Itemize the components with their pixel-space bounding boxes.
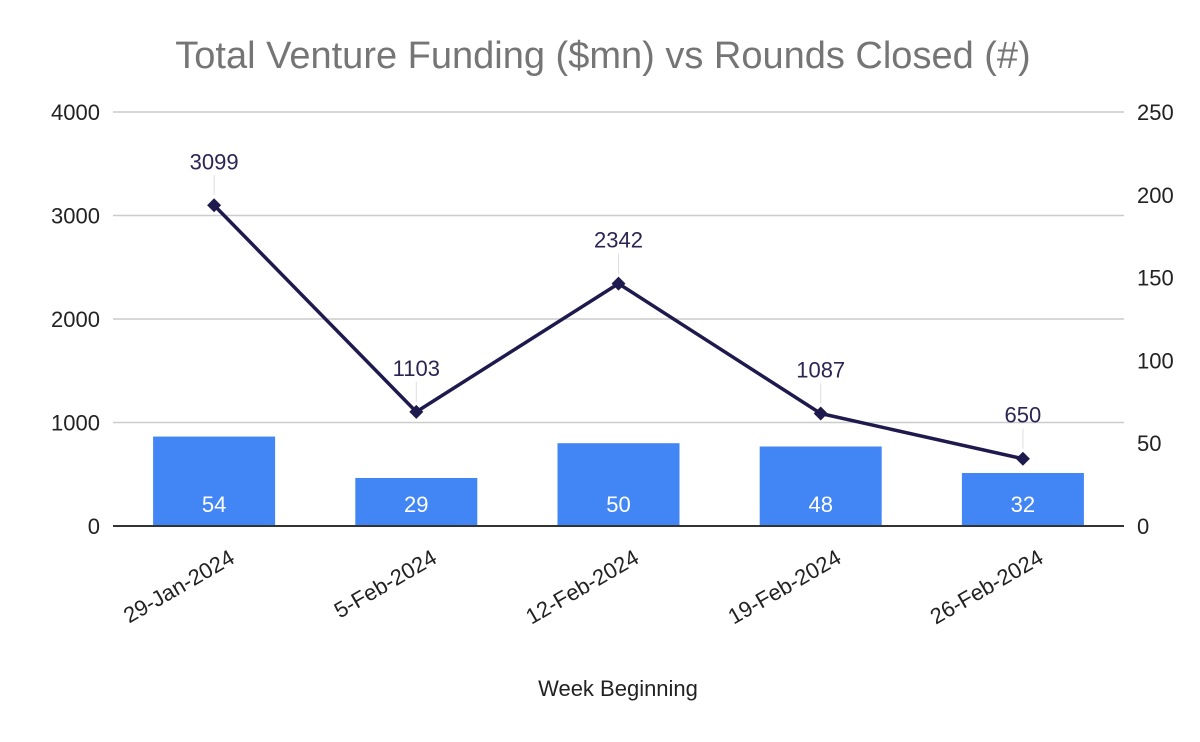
bar-data-label: 54 bbox=[202, 492, 226, 517]
x-axis-ticks: 29-Jan-2024 5-Feb-2024 12-Feb-2024 19-Feb-2… bbox=[119, 545, 1047, 630]
line-data-label: 650 bbox=[1005, 403, 1042, 428]
x-axis-label: Week Beginning bbox=[538, 676, 698, 701]
x-tick-label: 19-Feb-2024 bbox=[724, 545, 846, 630]
bar-data-label: 50 bbox=[606, 492, 630, 517]
bar bbox=[961, 473, 1084, 526]
x-tick-label: 29-Jan-2024 bbox=[119, 545, 238, 628]
right-y-tick-label: 150 bbox=[1137, 266, 1174, 291]
line-data-label: 1087 bbox=[796, 357, 845, 382]
line-data-label: 2342 bbox=[594, 228, 643, 253]
bar bbox=[557, 443, 680, 526]
bar-data-label: 32 bbox=[1011, 492, 1035, 517]
left-y-axis: 0 1000 2000 3000 4000 bbox=[51, 100, 100, 539]
left-y-tick-label: 1000 bbox=[51, 411, 100, 436]
line-point bbox=[207, 198, 222, 213]
bar bbox=[759, 446, 882, 526]
x-tick-label: 26-Feb-2024 bbox=[926, 545, 1048, 630]
bar-data-label: 29 bbox=[404, 492, 428, 517]
line-data-label: 1103 bbox=[393, 356, 440, 381]
right-y-tick-label: 200 bbox=[1137, 183, 1174, 208]
left-y-tick-label: 0 bbox=[88, 514, 100, 539]
line-series: 3099 1103 2342 1087 650 bbox=[190, 149, 1042, 466]
line-data-label: 3099 bbox=[190, 149, 239, 174]
x-tick-label: 5-Feb-2024 bbox=[330, 545, 441, 624]
line-point bbox=[611, 276, 626, 291]
gridlines bbox=[113, 111, 1124, 424]
right-y-tick-label: 250 bbox=[1137, 100, 1174, 125]
bar-series: 54 29 50 48 32 bbox=[153, 436, 1084, 526]
chart-title: Total Venture Funding ($mn) vs Rounds Cl… bbox=[175, 35, 1030, 77]
bar bbox=[153, 436, 276, 526]
x-tick-label: 12-Feb-2024 bbox=[521, 545, 643, 630]
left-y-tick-label: 4000 bbox=[51, 100, 100, 125]
line-point bbox=[409, 404, 424, 419]
line-point bbox=[1015, 451, 1030, 466]
right-y-tick-label: 100 bbox=[1137, 348, 1174, 373]
bar bbox=[355, 477, 478, 526]
left-y-tick-label: 2000 bbox=[51, 307, 100, 332]
right-y-tick-label: 0 bbox=[1137, 514, 1149, 539]
right-y-tick-label: 50 bbox=[1137, 431, 1161, 456]
left-y-tick-label: 3000 bbox=[51, 204, 100, 229]
right-y-axis: 0 50 100 150 200 250 bbox=[1137, 100, 1174, 539]
line-point bbox=[813, 406, 828, 421]
bar-data-label: 48 bbox=[808, 492, 832, 517]
